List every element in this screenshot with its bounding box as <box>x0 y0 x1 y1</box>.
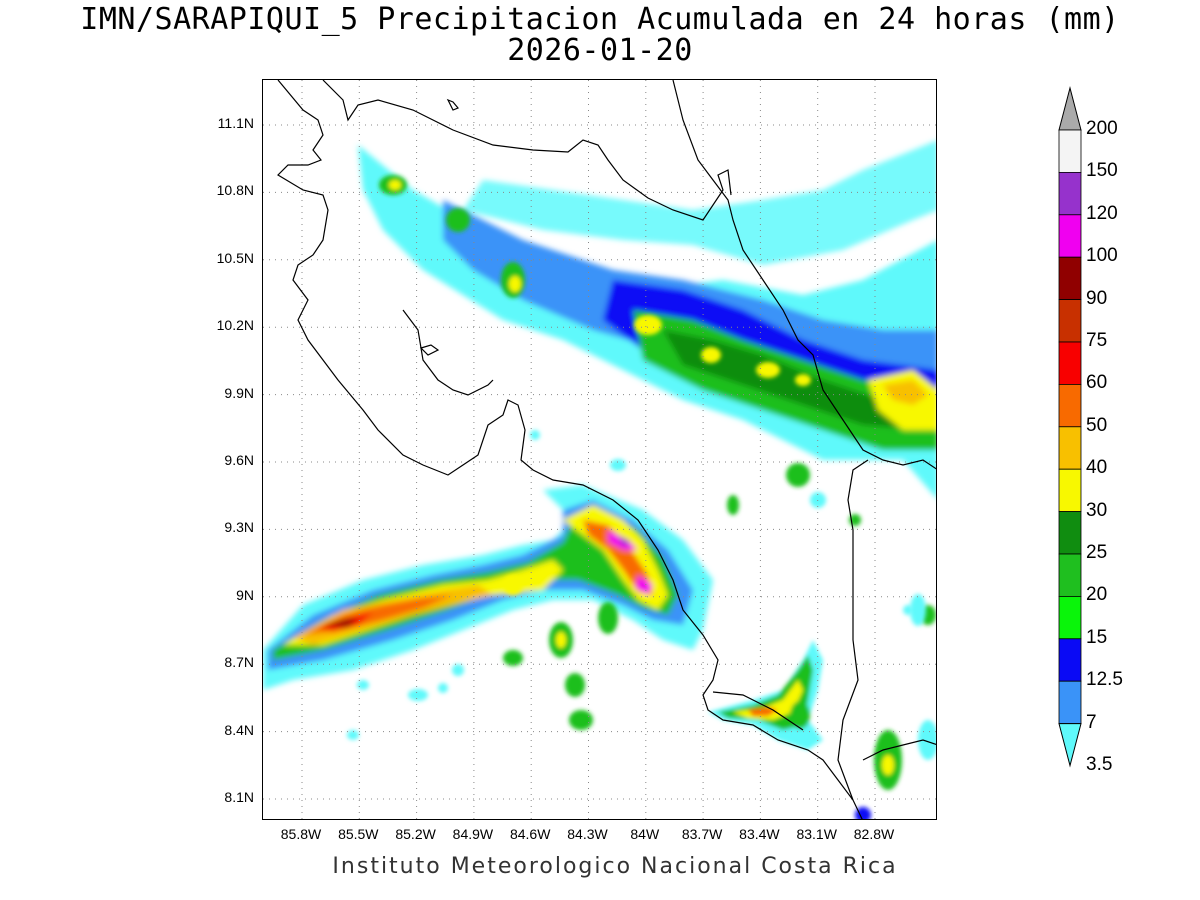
colorbar-bottom-arrow <box>1058 723 1082 768</box>
coastlines <box>277 80 936 819</box>
colorbar-label: 200 <box>1086 118 1118 139</box>
colorbar-top-arrow <box>1058 86 1082 131</box>
colorbar-segment <box>1058 553 1082 597</box>
colorbar-label: 120 <box>1086 202 1118 224</box>
lat-tick-label: 10.2N <box>216 317 254 334</box>
lon-tick-label: 84.3W <box>567 826 608 842</box>
colorbar-label: 75 <box>1086 330 1108 351</box>
colorbar-label: 100 <box>1086 245 1118 267</box>
lat-tick-label: 9.3N <box>224 519 254 536</box>
colorbar-segment <box>1058 426 1082 470</box>
lon-tick-label: 82.8W <box>853 826 895 842</box>
lat-tick-label: 11.1N <box>217 115 254 131</box>
map-date: 2026-01-20 <box>507 33 693 68</box>
map-title: IMN/SARAPIQUI_5 Precipitacion Acumulada … <box>80 2 1120 37</box>
lat-tick-label: 8.7N <box>224 654 254 671</box>
lat-tick-label: 8.1N <box>224 789 254 805</box>
lon-tick-label: 84.6W <box>509 826 551 842</box>
lon-tick-label: 83.1W <box>796 826 837 842</box>
lon-tick-label: 85.5W <box>338 826 379 842</box>
colorbar-label: 30 <box>1086 499 1108 521</box>
precipitation-field <box>263 140 936 819</box>
colorbar-label: 60 <box>1086 372 1108 394</box>
colorbar-label: 25 <box>1086 542 1108 563</box>
lat-tick-label: 8.4N <box>224 721 254 738</box>
colorbar-label: 7 <box>1086 711 1097 733</box>
lat-tick-label: 9.9N <box>224 384 254 401</box>
colorbar-label: 3.5 <box>1086 754 1113 775</box>
lon-tick-label: 84.9W <box>452 826 494 842</box>
colorbar-segment <box>1058 341 1082 385</box>
lat-tick-label: 10.5N <box>216 249 254 266</box>
lat-tick-label: 10.8N <box>216 182 254 199</box>
lon-tick-label: 83.7W <box>681 826 723 842</box>
lon-tick-label: 85.2W <box>395 826 436 842</box>
colorbar-segment <box>1058 511 1082 555</box>
lat-tick-label: 9N <box>236 586 254 603</box>
colorbar-segment <box>1058 214 1082 258</box>
colorbar-label: 90 <box>1086 287 1108 309</box>
colorbar-label: 50 <box>1086 414 1108 436</box>
colorbar-segment <box>1058 680 1082 725</box>
precipitation-map <box>263 80 936 819</box>
colorbar-segment <box>1058 172 1082 216</box>
colorbar-label: 40 <box>1086 457 1108 479</box>
colorbar-segment <box>1058 468 1082 513</box>
lon-tick-label: 84W <box>630 826 660 842</box>
colorbar-segment <box>1058 299 1082 343</box>
colorbar-label: 150 <box>1086 160 1118 182</box>
lon-tick-label: 83.4W <box>739 826 780 842</box>
lat-tick-label: 9.6N <box>224 452 254 468</box>
colorbar-label: 20 <box>1086 584 1108 606</box>
colorbar-segment <box>1058 256 1082 300</box>
colorbar <box>1058 86 1082 768</box>
lon-tick-label: 85.8W <box>280 826 322 842</box>
colorbar-segment <box>1058 595 1082 640</box>
colorbar-segment <box>1058 638 1082 682</box>
colorbar-segment <box>1058 383 1082 428</box>
colorbar-label: 15 <box>1086 626 1108 648</box>
colorbar-label: 12.5 <box>1086 669 1123 691</box>
map-plot-area <box>262 79 937 820</box>
footer-credit: Instituto Meteorologico Nacional Costa R… <box>332 854 898 879</box>
colorbar-segment <box>1058 129 1082 173</box>
